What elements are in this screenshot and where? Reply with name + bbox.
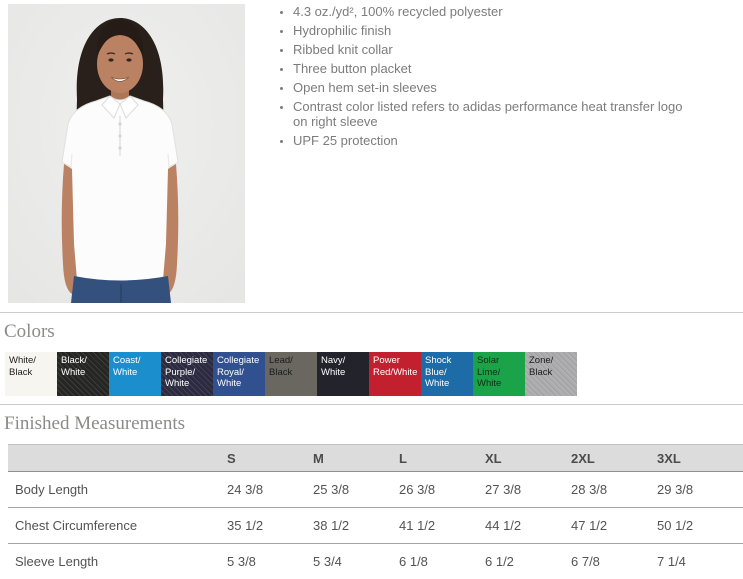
color-swatch-label: Power xyxy=(373,355,419,367)
feature-item: Contrast color listed refers to adidas p… xyxy=(293,99,693,129)
color-swatch-label: Purple/ xyxy=(165,367,211,379)
measurement-value: 6 7/8 xyxy=(571,544,657,579)
measurement-value: 44 1/2 xyxy=(485,508,571,544)
measurement-value: 38 1/2 xyxy=(313,508,399,544)
color-swatch-label: Royal/ xyxy=(217,367,263,379)
measurement-value: 26 3/8 xyxy=(399,472,485,508)
color-swatch-label: Black xyxy=(269,367,315,379)
size-column-header: M xyxy=(313,445,399,472)
measurement-value: 47 1/2 xyxy=(571,508,657,544)
color-swatch-label: White xyxy=(321,367,367,379)
color-swatch-label: White xyxy=(477,378,523,390)
measurement-value: 41 1/2 xyxy=(399,508,485,544)
measurement-label: Sleeve Length xyxy=(8,544,227,579)
feature-item: 4.3 oz./yd², 100% recycled polyester xyxy=(293,4,693,19)
measurement-value: 6 1/8 xyxy=(399,544,485,579)
measurement-label: Body Length xyxy=(8,472,227,508)
color-swatch-label: Red/White xyxy=(373,367,419,379)
color-swatch-label: White xyxy=(425,378,471,390)
feature-item: Open hem set-in sleeves xyxy=(293,80,693,95)
color-swatch[interactable]: Coast/White xyxy=(109,352,161,396)
color-swatch-label: Zone/ xyxy=(529,355,575,367)
size-column-header: 2XL xyxy=(571,445,657,472)
color-swatch-label: Black/ xyxy=(61,355,107,367)
measurement-label: Chest Circumference xyxy=(8,508,227,544)
colors-heading: Colors xyxy=(4,321,743,343)
color-swatch-label: White xyxy=(165,378,211,390)
feature-item: Hydrophilic finish xyxy=(293,23,693,38)
product-top-section: 4.3 oz./yd², 100% recycled polyester Hydr… xyxy=(0,0,743,312)
color-swatch-label: Blue/ xyxy=(425,367,471,379)
color-swatch-label: Collegiate xyxy=(217,355,263,367)
measurement-value: 28 3/8 xyxy=(571,472,657,508)
divider-middle xyxy=(0,404,743,405)
product-photo-illustration xyxy=(8,4,245,303)
color-swatch-label: Shock xyxy=(425,355,471,367)
size-column-header: 3XL xyxy=(657,445,743,472)
measurement-value: 7 1/4 xyxy=(657,544,743,579)
measurement-value: 35 1/2 xyxy=(227,508,313,544)
feature-item: Ribbed knit collar xyxy=(293,42,693,57)
color-swatch-label: White xyxy=(61,367,107,379)
color-swatch-label: Black xyxy=(9,367,55,379)
color-swatch-label: Lime/ xyxy=(477,367,523,379)
measurement-value: 5 3/4 xyxy=(313,544,399,579)
color-swatch-label: Navy/ xyxy=(321,355,367,367)
feature-item: Three button placket xyxy=(293,61,693,76)
feature-item: UPF 25 protection xyxy=(293,133,693,148)
color-swatch[interactable]: Black/White xyxy=(57,352,109,396)
color-swatch-label: White xyxy=(217,378,263,390)
measurements-heading: Finished Measurements xyxy=(4,413,743,435)
color-swatch[interactable]: Lead/Black xyxy=(265,352,317,396)
size-column-header: L xyxy=(399,445,485,472)
divider-top xyxy=(0,312,743,313)
color-swatch[interactable]: White/Black xyxy=(5,352,57,396)
color-swatch[interactable]: Zone/Black xyxy=(525,352,577,396)
measurement-value: 50 1/2 xyxy=(657,508,743,544)
product-photo[interactable] xyxy=(8,4,245,303)
color-swatch-label: Collegiate xyxy=(165,355,211,367)
measurement-value: 29 3/8 xyxy=(657,472,743,508)
measurement-value: 24 3/8 xyxy=(227,472,313,508)
color-swatch-label: Solar xyxy=(477,355,523,367)
color-swatch-label: Lead/ xyxy=(269,355,315,367)
color-swatch-label: White/ xyxy=(9,355,55,367)
color-swatch[interactable]: Navy/White xyxy=(317,352,369,396)
size-column-header xyxy=(8,445,227,472)
measurement-value: 27 3/8 xyxy=(485,472,571,508)
measurement-value: 5 3/8 xyxy=(227,544,313,579)
feature-list: 4.3 oz./yd², 100% recycled polyester Hydr… xyxy=(277,4,693,152)
measurement-value: 25 3/8 xyxy=(313,472,399,508)
color-swatch-label: White xyxy=(113,367,159,379)
color-swatch-label: Black xyxy=(529,367,575,379)
size-column-header: XL xyxy=(485,445,571,472)
measurement-value: 6 1/2 xyxy=(485,544,571,579)
color-swatch-label: Coast/ xyxy=(113,355,159,367)
size-column-header: S xyxy=(227,445,313,472)
